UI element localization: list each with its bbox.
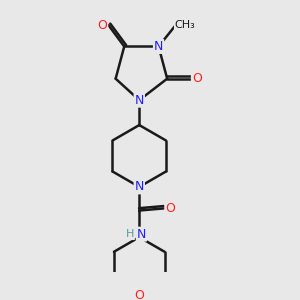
Text: O: O xyxy=(192,72,202,85)
Text: N: N xyxy=(154,40,163,53)
Text: CH₃: CH₃ xyxy=(175,20,196,30)
Text: O: O xyxy=(134,289,144,300)
Text: N: N xyxy=(135,180,144,194)
Text: N: N xyxy=(137,228,146,241)
Text: H: H xyxy=(126,229,134,239)
Text: O: O xyxy=(165,202,175,215)
Text: N: N xyxy=(135,94,144,107)
Text: O: O xyxy=(98,19,107,32)
